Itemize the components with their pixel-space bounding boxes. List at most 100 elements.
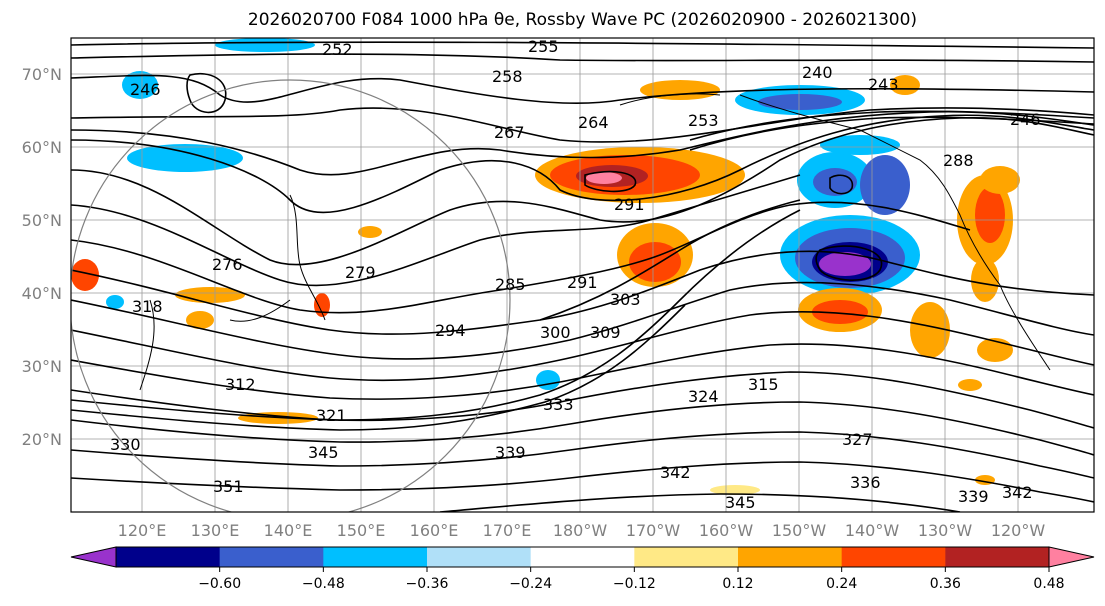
lon-tick-label: 160°E	[410, 521, 459, 540]
contour-label: 309	[590, 323, 621, 342]
colorbar-segment	[738, 547, 843, 567]
contour-label: 336	[850, 473, 881, 492]
contour-label: 333	[543, 395, 574, 414]
anomaly-positive-blob	[640, 80, 720, 100]
contour-label: 315	[748, 375, 779, 394]
contour-label: 276	[212, 255, 243, 274]
contour-label: 300	[540, 323, 571, 342]
contour-label: 294	[435, 321, 466, 340]
colorbar-tick-label: −0.24	[509, 576, 552, 592]
anomaly-positive-blob	[186, 311, 214, 329]
anomaly-positive-blob	[980, 166, 1020, 194]
lon-tick-label: 150°E	[337, 521, 386, 540]
contour-label: 253	[688, 111, 719, 130]
contour-label: 288	[943, 151, 974, 170]
colorbar-segment	[427, 547, 532, 567]
contour-label: 264	[578, 113, 609, 132]
contour-label: 342	[1002, 483, 1033, 502]
colorbar-segment	[219, 547, 324, 567]
colorbar-segment	[116, 547, 221, 567]
anomaly-negative-blob	[819, 252, 871, 276]
contour-label: 318	[132, 297, 163, 316]
contour-label: 291	[567, 273, 598, 292]
anomaly-positive-blob	[314, 293, 330, 317]
map-title: 2026020700 F084 1000 hPa θe, Rossby Wave…	[247, 10, 918, 30]
contour-label: 285	[495, 275, 526, 294]
lon-tick-label: 160°W	[699, 521, 754, 540]
colorbar-tick-label: −0.36	[406, 576, 449, 592]
colorbar-tick-label: 0.48	[1033, 576, 1064, 592]
contour-label: 246	[1010, 110, 1041, 129]
lon-tick-label: 120°W	[991, 521, 1046, 540]
contour-label: 255	[528, 37, 559, 56]
lon-tick-labels: 120°E 130°E 140°E 150°E 160°E 170°E 180°…	[118, 521, 1046, 540]
lon-tick-label: 140°E	[264, 521, 313, 540]
contour-label: 339	[958, 487, 989, 506]
contour-label: 324	[688, 387, 719, 406]
colorbar-tick-label: 0.24	[826, 576, 857, 592]
contour-label: 267	[494, 123, 525, 142]
projection-circles	[71, 79, 511, 512]
lon-tick-label: 120°E	[118, 521, 167, 540]
lat-tick-label: 70°N	[22, 65, 62, 84]
colorbar-tick-label: −0.48	[302, 576, 345, 592]
anomaly-positive-blob	[710, 485, 760, 495]
anomaly-negative-blob	[127, 144, 243, 172]
lon-tick-label: 180°W	[553, 521, 608, 540]
contour-label: 342	[660, 463, 691, 482]
anomaly-positive-blob	[71, 259, 99, 291]
contour-label: 321	[316, 406, 347, 425]
anomaly-positive-blob	[358, 226, 382, 238]
colorbar: −0.60 −0.48 −0.36 −0.24 −0.12 0.12 0.24 0.36 0.4…	[70, 546, 1095, 592]
contour-label: 345	[725, 493, 756, 512]
lon-tick-label: 170°E	[483, 521, 532, 540]
anomaly-positive-blob	[812, 300, 868, 324]
colorbar-segment	[323, 547, 428, 567]
contour-label: 339	[495, 443, 526, 462]
contour-label: 330	[110, 435, 141, 454]
anomaly-positive-blob	[910, 302, 950, 358]
lat-tick-label: 50°N	[22, 211, 62, 230]
coastlines	[139, 93, 1051, 391]
anomaly-negative-blob	[813, 168, 857, 196]
contour-label: 258	[492, 67, 523, 86]
anomaly-negative-blob	[106, 295, 124, 309]
lon-tick-label: 130°W	[918, 521, 973, 540]
contour-label: 351	[213, 477, 244, 496]
colorbar-segment	[634, 547, 739, 567]
lon-tick-label: 150°W	[772, 521, 827, 540]
anomaly-negative-blob	[758, 94, 842, 110]
contour-label: 291	[614, 195, 645, 214]
colorbar-outline	[115, 546, 1050, 568]
anomaly-negative-blob	[215, 38, 315, 52]
colorbar-tick-label: −0.60	[198, 576, 241, 592]
anomaly-negative-blob	[122, 71, 158, 99]
contour-label: 327	[842, 430, 873, 449]
colorbar-segment	[841, 547, 946, 567]
lon-tick-label: 130°E	[191, 521, 240, 540]
contour-label: 303	[610, 290, 641, 309]
contour-label: 243	[868, 75, 899, 94]
anomaly-positive-blob	[958, 379, 982, 391]
contour-label: 246	[130, 80, 161, 99]
colorbar-segment	[530, 547, 635, 567]
contour-label: 279	[345, 263, 376, 282]
colorbar-tick-label: 0.36	[930, 576, 961, 592]
colorbar-extend-max	[1048, 546, 1095, 568]
lat-tick-labels: 20°N 30°N 40°N 50°N 60°N 70°N	[22, 65, 62, 449]
lat-tick-label: 40°N	[22, 284, 62, 303]
anomaly-negative-blob	[860, 155, 910, 215]
colorbar-extend-min	[70, 546, 117, 568]
lon-tick-label: 140°W	[845, 521, 900, 540]
anomaly-negative-blob	[536, 370, 560, 390]
contour-label: 252	[322, 40, 353, 59]
contour-label: 345	[308, 443, 339, 462]
lat-tick-label: 60°N	[22, 138, 62, 157]
colorbar-segment	[945, 547, 1050, 567]
lat-tick-label: 30°N	[22, 357, 62, 376]
anomaly-positive-blob	[975, 187, 1005, 243]
colorbar-tick-label: 0.12	[722, 576, 753, 592]
map-border	[70, 37, 1095, 513]
anomaly-positive-blob	[971, 258, 999, 302]
lat-tick-label: 20°N	[22, 430, 62, 449]
